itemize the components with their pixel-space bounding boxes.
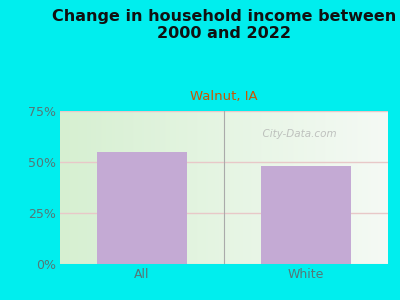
Text: City-Data.com: City-Data.com [256, 129, 336, 140]
Bar [261, 166, 351, 264]
Text: Walnut, IA: Walnut, IA [190, 90, 258, 103]
Text: Change in household income between
2000 and 2022: Change in household income between 2000 … [52, 9, 396, 41]
Bar [97, 152, 187, 264]
